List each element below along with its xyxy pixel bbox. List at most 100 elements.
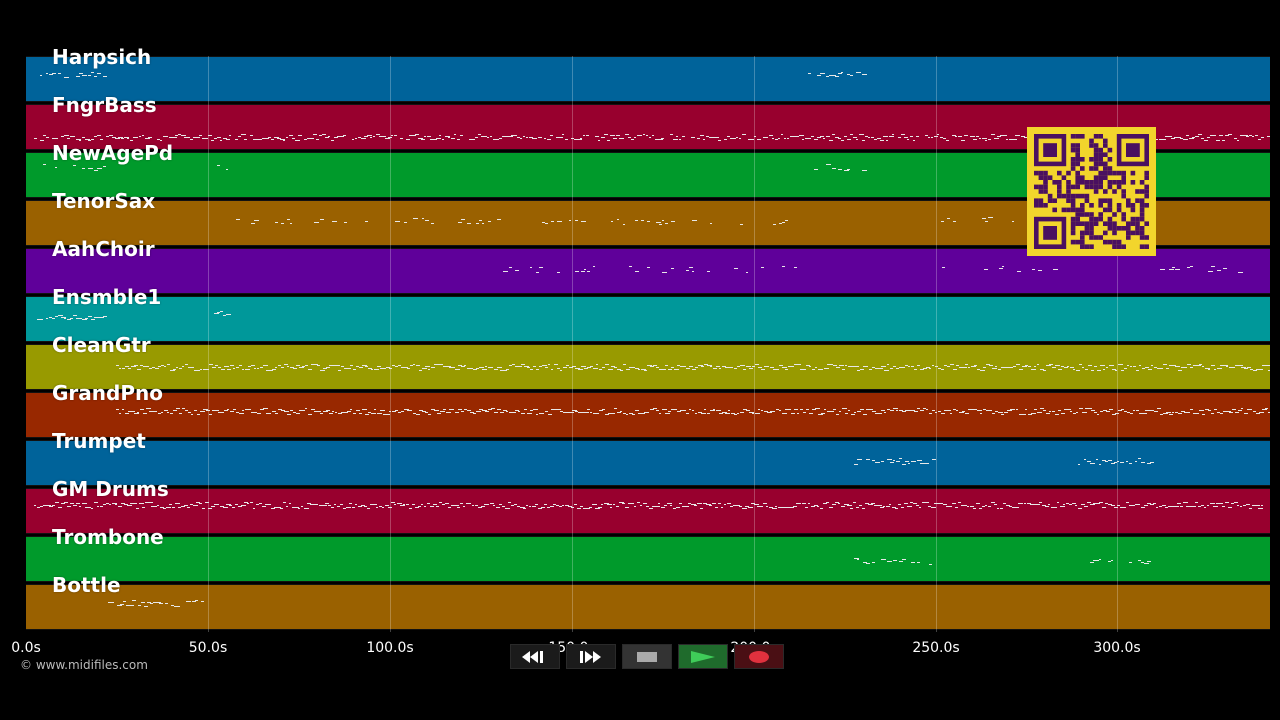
note-mark: [799, 135, 804, 136]
note-mark: [322, 134, 326, 135]
note-mark: [1120, 507, 1123, 508]
note-mark: [82, 319, 87, 320]
note-mark: [350, 365, 353, 366]
note-mark: [430, 506, 434, 507]
note-mark: [1123, 507, 1126, 508]
note-mark: [409, 508, 412, 509]
note-mark: [917, 365, 920, 366]
note-mark: [893, 560, 897, 561]
note-mark: [686, 413, 689, 414]
play-button[interactable]: [678, 644, 728, 669]
note-mark: [1015, 507, 1019, 508]
note-mark: [302, 366, 305, 367]
note-mark: [875, 368, 879, 369]
note-mark: [724, 504, 726, 505]
note-mark: [655, 506, 660, 507]
track-lane[interactable]: Bottle: [26, 573, 1270, 630]
note-mark: [296, 413, 300, 414]
record-button[interactable]: [734, 644, 784, 669]
note-mark: [601, 504, 603, 505]
note-mark: [206, 410, 210, 411]
note-mark: [608, 413, 612, 414]
note-mark: [548, 414, 552, 415]
note-mark: [202, 508, 205, 509]
note-mark: [272, 411, 276, 412]
track-lane[interactable]: GrandPno: [26, 381, 1270, 438]
note-mark: [986, 364, 990, 365]
note-mark: [94, 502, 98, 503]
note-mark: [242, 410, 244, 411]
note-mark: [1108, 561, 1111, 562]
note-mark: [994, 504, 997, 505]
note-mark: [1102, 460, 1106, 461]
note-mark: [235, 504, 238, 505]
note-mark: [150, 603, 153, 604]
note-mark: [844, 136, 847, 137]
note-mark: [464, 365, 466, 366]
note-mark: [392, 365, 395, 366]
note-mark: [851, 414, 855, 415]
note-mark: [587, 409, 590, 410]
note-mark: [614, 408, 617, 409]
note-mark: [631, 503, 634, 504]
note-mark: [1259, 412, 1264, 413]
note-mark: [535, 504, 538, 505]
note-mark: [902, 464, 906, 465]
note-mark: [1157, 368, 1160, 369]
track-lane[interactable]: Trombone: [26, 525, 1270, 582]
note-mark: [200, 411, 205, 412]
note-mark: [230, 411, 234, 412]
note-mark: [818, 414, 823, 415]
note-mark: [811, 136, 814, 137]
note-mark: [1169, 269, 1174, 270]
note-mark: [173, 410, 177, 411]
note-mark: [623, 413, 626, 414]
note-mark: [376, 134, 380, 135]
note-mark: [868, 504, 873, 505]
note-mark: [161, 412, 163, 413]
note-mark: [905, 461, 909, 462]
track-lane[interactable]: Harpsich: [26, 45, 1270, 102]
note-mark: [596, 364, 598, 365]
note-mark: [665, 413, 670, 414]
note-mark: [278, 365, 281, 366]
track-lane[interactable]: CleanGtr: [26, 333, 1270, 390]
note-mark: [946, 506, 949, 507]
note-mark: [331, 140, 334, 141]
note-mark: [373, 504, 377, 505]
note-mark: [641, 413, 645, 414]
rewind-button[interactable]: [510, 644, 560, 669]
note-mark: [215, 365, 218, 366]
note-mark: [871, 137, 874, 138]
track-lane[interactable]: Trumpet: [26, 429, 1270, 486]
note-mark: [217, 165, 220, 166]
note-mark: [503, 370, 507, 371]
note-mark: [221, 412, 224, 413]
note-mark: [557, 272, 560, 273]
note-mark: [509, 365, 512, 366]
track-lane[interactable]: GM Drums: [26, 477, 1270, 534]
note-mark: [368, 368, 372, 369]
note-mark: [160, 507, 164, 508]
note-mark: [404, 367, 408, 368]
note-mark: [667, 503, 672, 504]
note-mark: [125, 366, 129, 367]
note-mark: [1262, 365, 1267, 366]
note-mark: [212, 367, 216, 368]
note-mark: [509, 412, 512, 413]
note-mark: [1265, 408, 1268, 409]
note-mark: [614, 367, 617, 368]
track-lane[interactable]: Ensmble1: [26, 285, 1270, 342]
stop-button[interactable]: [622, 644, 672, 669]
note-mark: [899, 561, 903, 562]
note-mark: [1094, 412, 1097, 413]
fast-forward-button[interactable]: [566, 644, 616, 669]
note-mark: [1115, 370, 1117, 371]
note-mark: [938, 368, 941, 369]
note-mark: [1040, 408, 1044, 409]
note-mark: [1010, 409, 1014, 410]
note-mark: [55, 167, 57, 168]
note-mark: [1048, 504, 1050, 505]
note-mark: [1138, 504, 1140, 505]
note-mark: [623, 224, 625, 225]
